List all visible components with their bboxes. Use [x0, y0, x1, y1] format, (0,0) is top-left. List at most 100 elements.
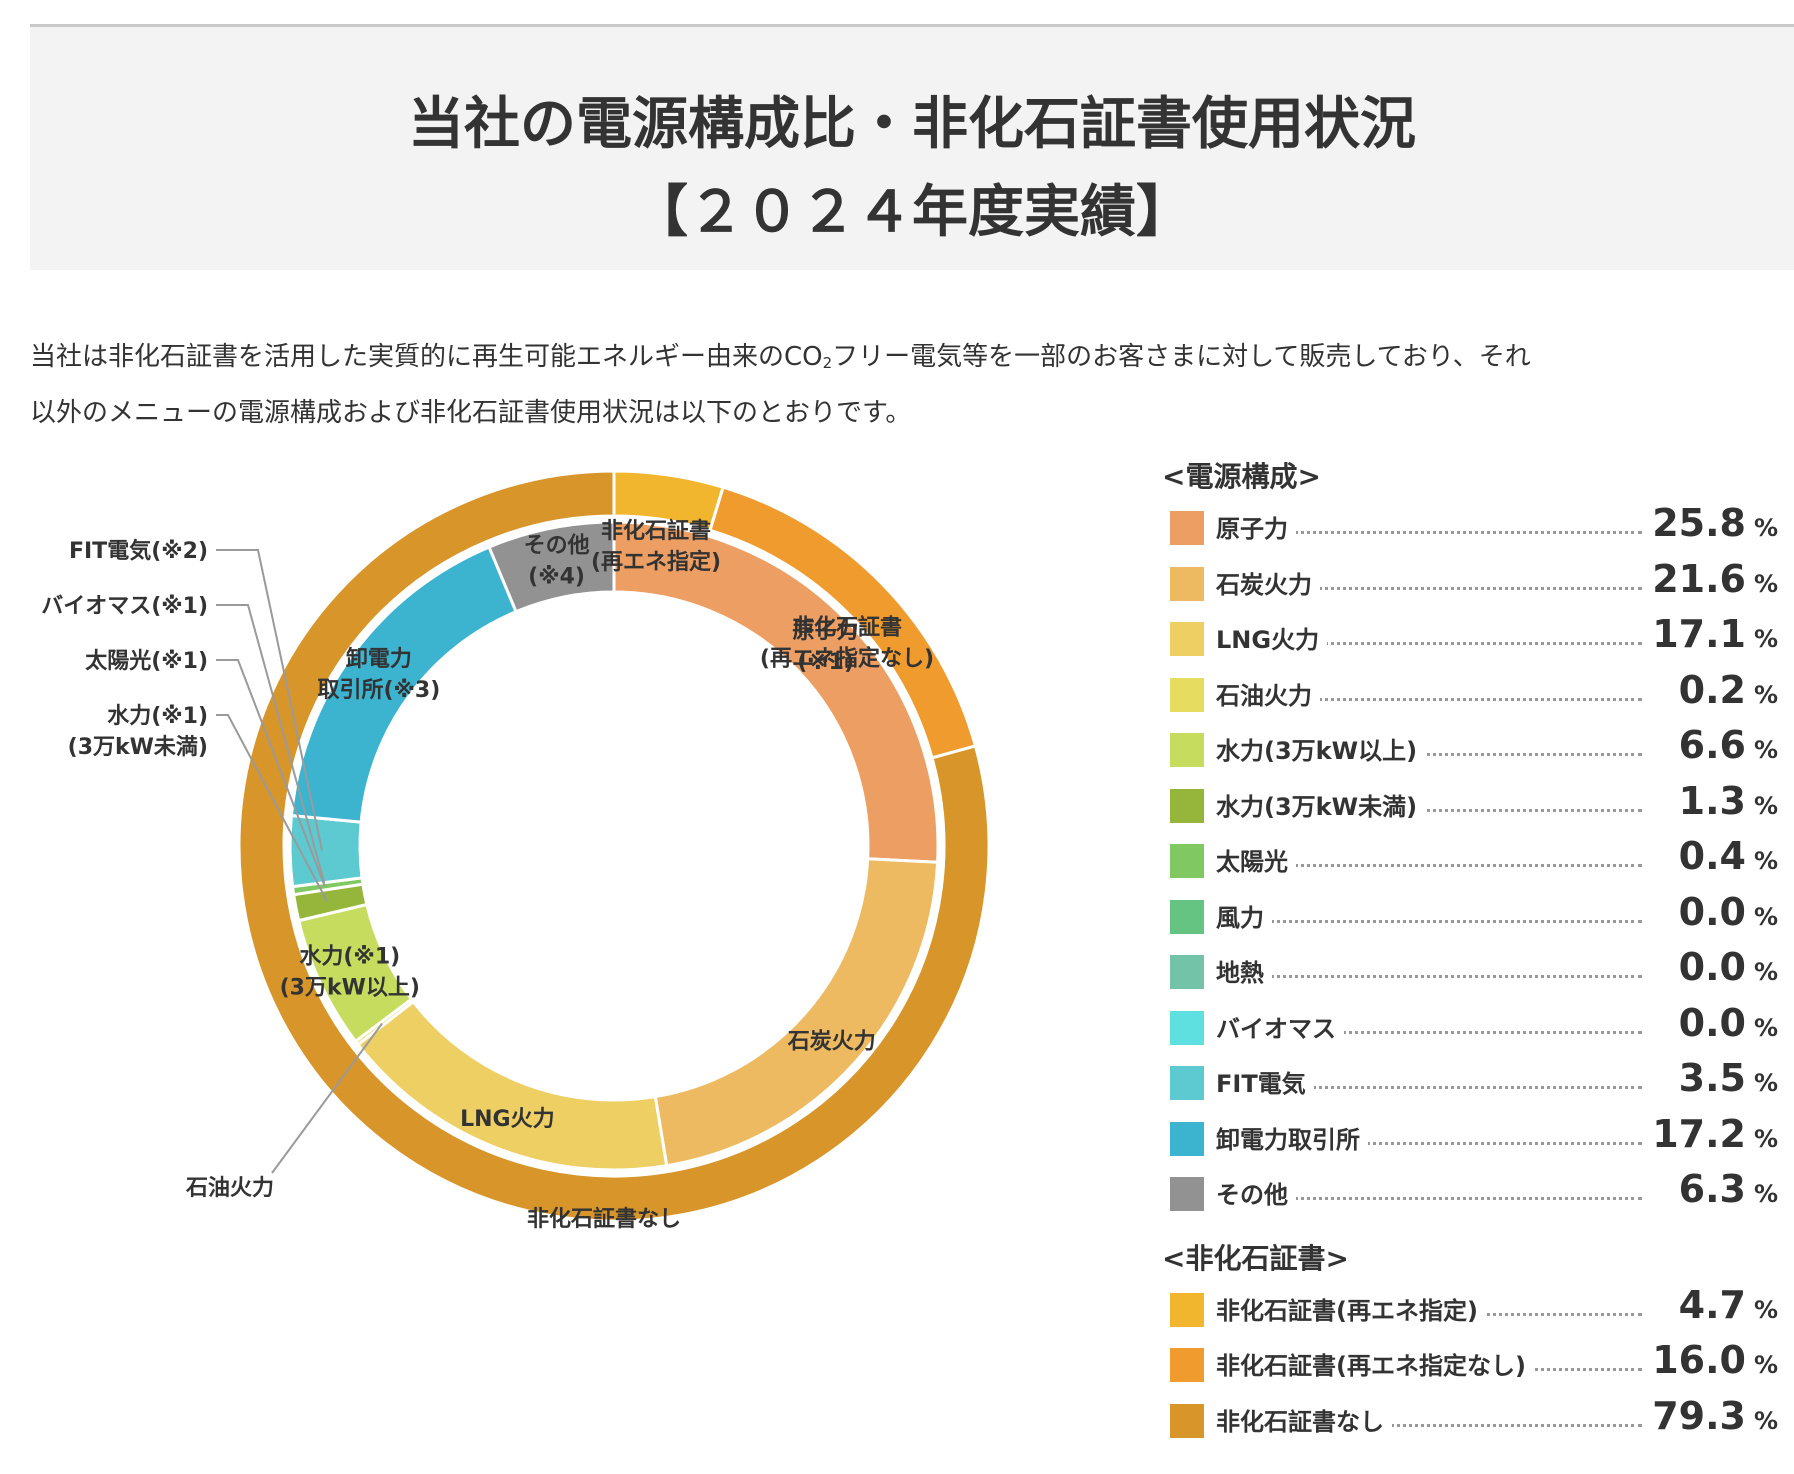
legend-unit: %: [1753, 736, 1778, 764]
legend-swatch: [1170, 1121, 1204, 1156]
inner-label-LNG火力: LNG火力: [460, 1107, 555, 1132]
legend-item: FIT電気 3.5%: [1162, 1054, 1782, 1110]
legend-label: 非化石証書(再エネ指定): [1216, 1290, 1486, 1326]
legend-unit: %: [1753, 1406, 1778, 1435]
legend-unit: %: [1753, 569, 1778, 598]
callout-label-水力-3万kW未満: 水力(※1) (3万kW未満): [68, 704, 208, 760]
legend-certificate-list: 非化石証書(再エネ指定) 4.7% 非化石証書(再エネ指定なし) 16.0% 非化石証書…: [1162, 1281, 1782, 1448]
leader-dots: [1222, 1141, 1642, 1145]
leader-dots: [1222, 642, 1642, 645]
legend-unit: %: [1753, 1069, 1778, 1097]
legend-value: 0.0: [1678, 1000, 1746, 1045]
outer-label-非化石証書-再エネ指定なし: 非化石証書(再エネ指定なし): [760, 614, 934, 671]
legend-label: FIT電気: [1216, 1064, 1314, 1099]
legend-swatch: [1170, 899, 1204, 934]
legend-label: LNG火力: [1216, 620, 1328, 655]
legend-item: 非化石証書(再エネ指定なし) 16.0%: [1162, 1336, 1782, 1392]
leader-dots: [1222, 753, 1642, 756]
legend-label: 卸電力取引所: [1216, 1119, 1368, 1155]
legend-label: 石油火力: [1216, 675, 1320, 711]
callout-line-FIT電気: [216, 549, 324, 851]
legend-power-mix-list: 原子力 25.8% 石炭火力 21.6% LNG火力 17.1% 石油火力 0.2% 水力(3万…: [1162, 499, 1782, 1221]
legend-label: 水力(3万kW以上): [1216, 731, 1426, 766]
inner-label-卸電力取引所: 卸電力取引所(※3): [317, 646, 440, 703]
legend-item: LNG火力 17.1%: [1162, 610, 1782, 666]
legend-value: 0.0: [1678, 889, 1746, 934]
legend-label: その他: [1216, 1175, 1296, 1210]
leader-dots: [1222, 864, 1642, 867]
legend-unit: %: [1753, 514, 1778, 542]
leader-dots: [1222, 1423, 1642, 1427]
legend-swatch: [1170, 1348, 1204, 1382]
legend-label: 原子力: [1216, 509, 1296, 544]
legend-unit: %: [1753, 847, 1778, 875]
leader-dots: [1222, 531, 1642, 534]
donut-chart: 原子力(※1) 石炭火力 LNG火力石油火力 水力(※1) (3万kW以上) 水力(※1)…: [0, 440, 1120, 1474]
legend-swatch: [1170, 955, 1204, 989]
inner-label-原子力: 原子力(※1): [793, 619, 859, 675]
legend-label: 太陽光: [1216, 842, 1296, 877]
intro-line-2: 以外のメニューの電源構成および非化石証書使用状況は以下のとおりです。: [30, 398, 912, 428]
legend-unit: %: [1753, 1124, 1778, 1153]
legend-value: 17.2: [1652, 1111, 1746, 1156]
legend-value: 0.4: [1678, 834, 1746, 878]
legend-value: 6.6: [1678, 723, 1746, 767]
legend-swatch: [1170, 844, 1204, 878]
legend-item: 非化石証書なし 79.3%: [1162, 1392, 1782, 1448]
leader-dots: [1222, 1030, 1642, 1034]
legend-item: 石油火力 0.2%: [1162, 666, 1782, 722]
callout-label-バイオマス: バイオマス(※1): [41, 594, 208, 619]
legend-value: 4.7: [1678, 1282, 1746, 1327]
legend-item: 原子力 25.8%: [1162, 499, 1782, 555]
legend-unit: %: [1753, 1295, 1778, 1324]
leader-dots: [1222, 919, 1642, 923]
legend-item: その他 6.3%: [1162, 1165, 1782, 1221]
legend-swatch: [1170, 1292, 1204, 1327]
legend-swatch: [1170, 677, 1204, 712]
legend-unit: %: [1753, 1180, 1778, 1208]
legend-item: 石炭火力 21.6%: [1162, 555, 1782, 611]
legend-item: 水力(3万kW以上) 6.6%: [1162, 721, 1782, 777]
legend-swatch: [1170, 1403, 1204, 1438]
legend-label: バイオマス: [1216, 1008, 1344, 1044]
inner-label-石炭火力: 石炭火力: [787, 1028, 876, 1054]
legend-swatch: [1170, 622, 1204, 656]
outer-label-非化石証書-再エネ指定: 非化石証書(再エネ指定): [591, 518, 721, 575]
intro-line-1: 当社は非化石証書を活用した実質的に再生可能エネルギー由来のCO2フリー電気等を一…: [30, 342, 1531, 372]
legend-heading-power-mix: <電源構成>: [1162, 460, 1321, 493]
leader-dots: [1222, 1197, 1642, 1200]
legend-unit: %: [1753, 958, 1778, 986]
inner-label-水力-3万kW以上: 水力(※1) (3万kW以上): [280, 944, 420, 1000]
legend-heading-certificates: <非化石証書>: [1162, 1241, 1349, 1275]
legend-item: 非化石証書(再エネ指定) 4.7%: [1162, 1281, 1782, 1337]
legend-value: 3.5: [1678, 1056, 1746, 1100]
callout-label-太陽光: 太陽光(※1): [85, 649, 208, 674]
legend-unit: %: [1753, 791, 1778, 820]
legend-label: 地熱: [1216, 953, 1272, 988]
legend-item: 水力(3万kW未満) 1.3%: [1162, 777, 1782, 833]
legend-unit: %: [1753, 680, 1778, 709]
leader-dots: [1222, 1086, 1642, 1089]
callout-label-FIT電気: FIT電気(※2): [69, 538, 208, 564]
callout-line-石油火力: [271, 1022, 383, 1174]
outer-label-非化石証書なし: 非化石証書なし: [527, 1206, 681, 1232]
legend-item: バイオマス 0.0%: [1162, 999, 1782, 1055]
legend-label: 石炭火力: [1216, 564, 1320, 600]
callout-line-バイオマス: [216, 604, 326, 883]
legend-item: 風力 0.0%: [1162, 888, 1782, 944]
callout-line-水力-3万kW未満: [216, 714, 329, 903]
legend: <電源構成> 原子力 25.8% 石炭火力 21.6% LNG火力 17.1% 石油火力 0.…: [1162, 455, 1782, 1447]
legend-label: 風力: [1216, 897, 1272, 933]
legend-value: 0.2: [1678, 667, 1746, 712]
legend-value: 79.3: [1652, 1393, 1746, 1438]
legend-item: 太陽光 0.4%: [1162, 832, 1782, 888]
legend-swatch: [1170, 566, 1204, 601]
legend-value: 0.0: [1678, 945, 1746, 989]
legend-swatch: [1170, 1010, 1204, 1045]
legend-value: 25.8: [1652, 501, 1746, 545]
legend-value: 6.3: [1678, 1167, 1746, 1211]
callout-label-石油火力: 石油火力: [185, 1176, 274, 1201]
leader-dots: [1222, 975, 1642, 978]
legend-label: 水力(3万kW未満): [1216, 786, 1426, 822]
